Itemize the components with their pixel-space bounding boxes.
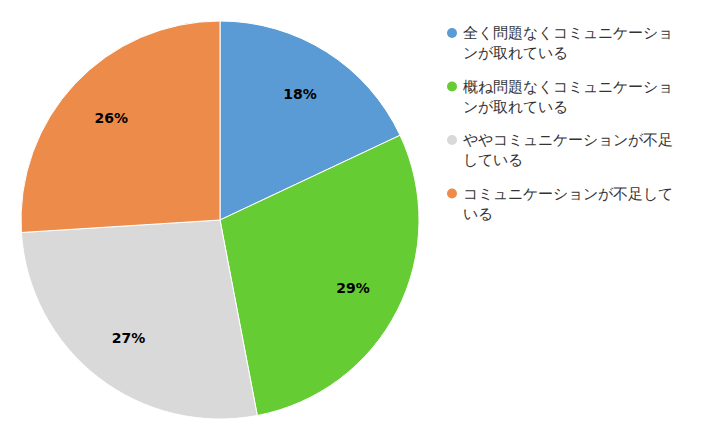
- legend-label: コミュニケーションが不足している: [463, 185, 673, 223]
- pie: [21, 21, 419, 419]
- pie-slice: [21, 21, 220, 232]
- pie-slice: [220, 135, 419, 415]
- legend-marker: [447, 135, 457, 145]
- legend-label: ややコミュニケーションが不足している: [463, 131, 673, 169]
- data-labels: 18% 29% 27% 26%: [94, 86, 369, 346]
- data-label: 26%: [94, 110, 128, 126]
- data-label: 18%: [283, 86, 317, 102]
- legend-label: 概ね問題なくコミュニケーションが取れている: [463, 78, 673, 116]
- legend-marker: [447, 189, 457, 199]
- legend-marker: [447, 28, 457, 38]
- chart: 18% 29% 27% 26% 全く問題なくコミュニケーションが取れている概ね問題なくコ…: [0, 0, 713, 441]
- pie-slice: [21, 220, 257, 419]
- data-label: 27%: [112, 330, 146, 346]
- data-label: 29%: [336, 280, 370, 296]
- legend-label: 全く問題なくコミュニケーションが取れている: [463, 24, 673, 62]
- legend: 全く問題なくコミュニケーションが取れている概ね問題なくコミュニケーションが取れて…: [447, 24, 673, 223]
- legend-marker: [447, 82, 457, 92]
